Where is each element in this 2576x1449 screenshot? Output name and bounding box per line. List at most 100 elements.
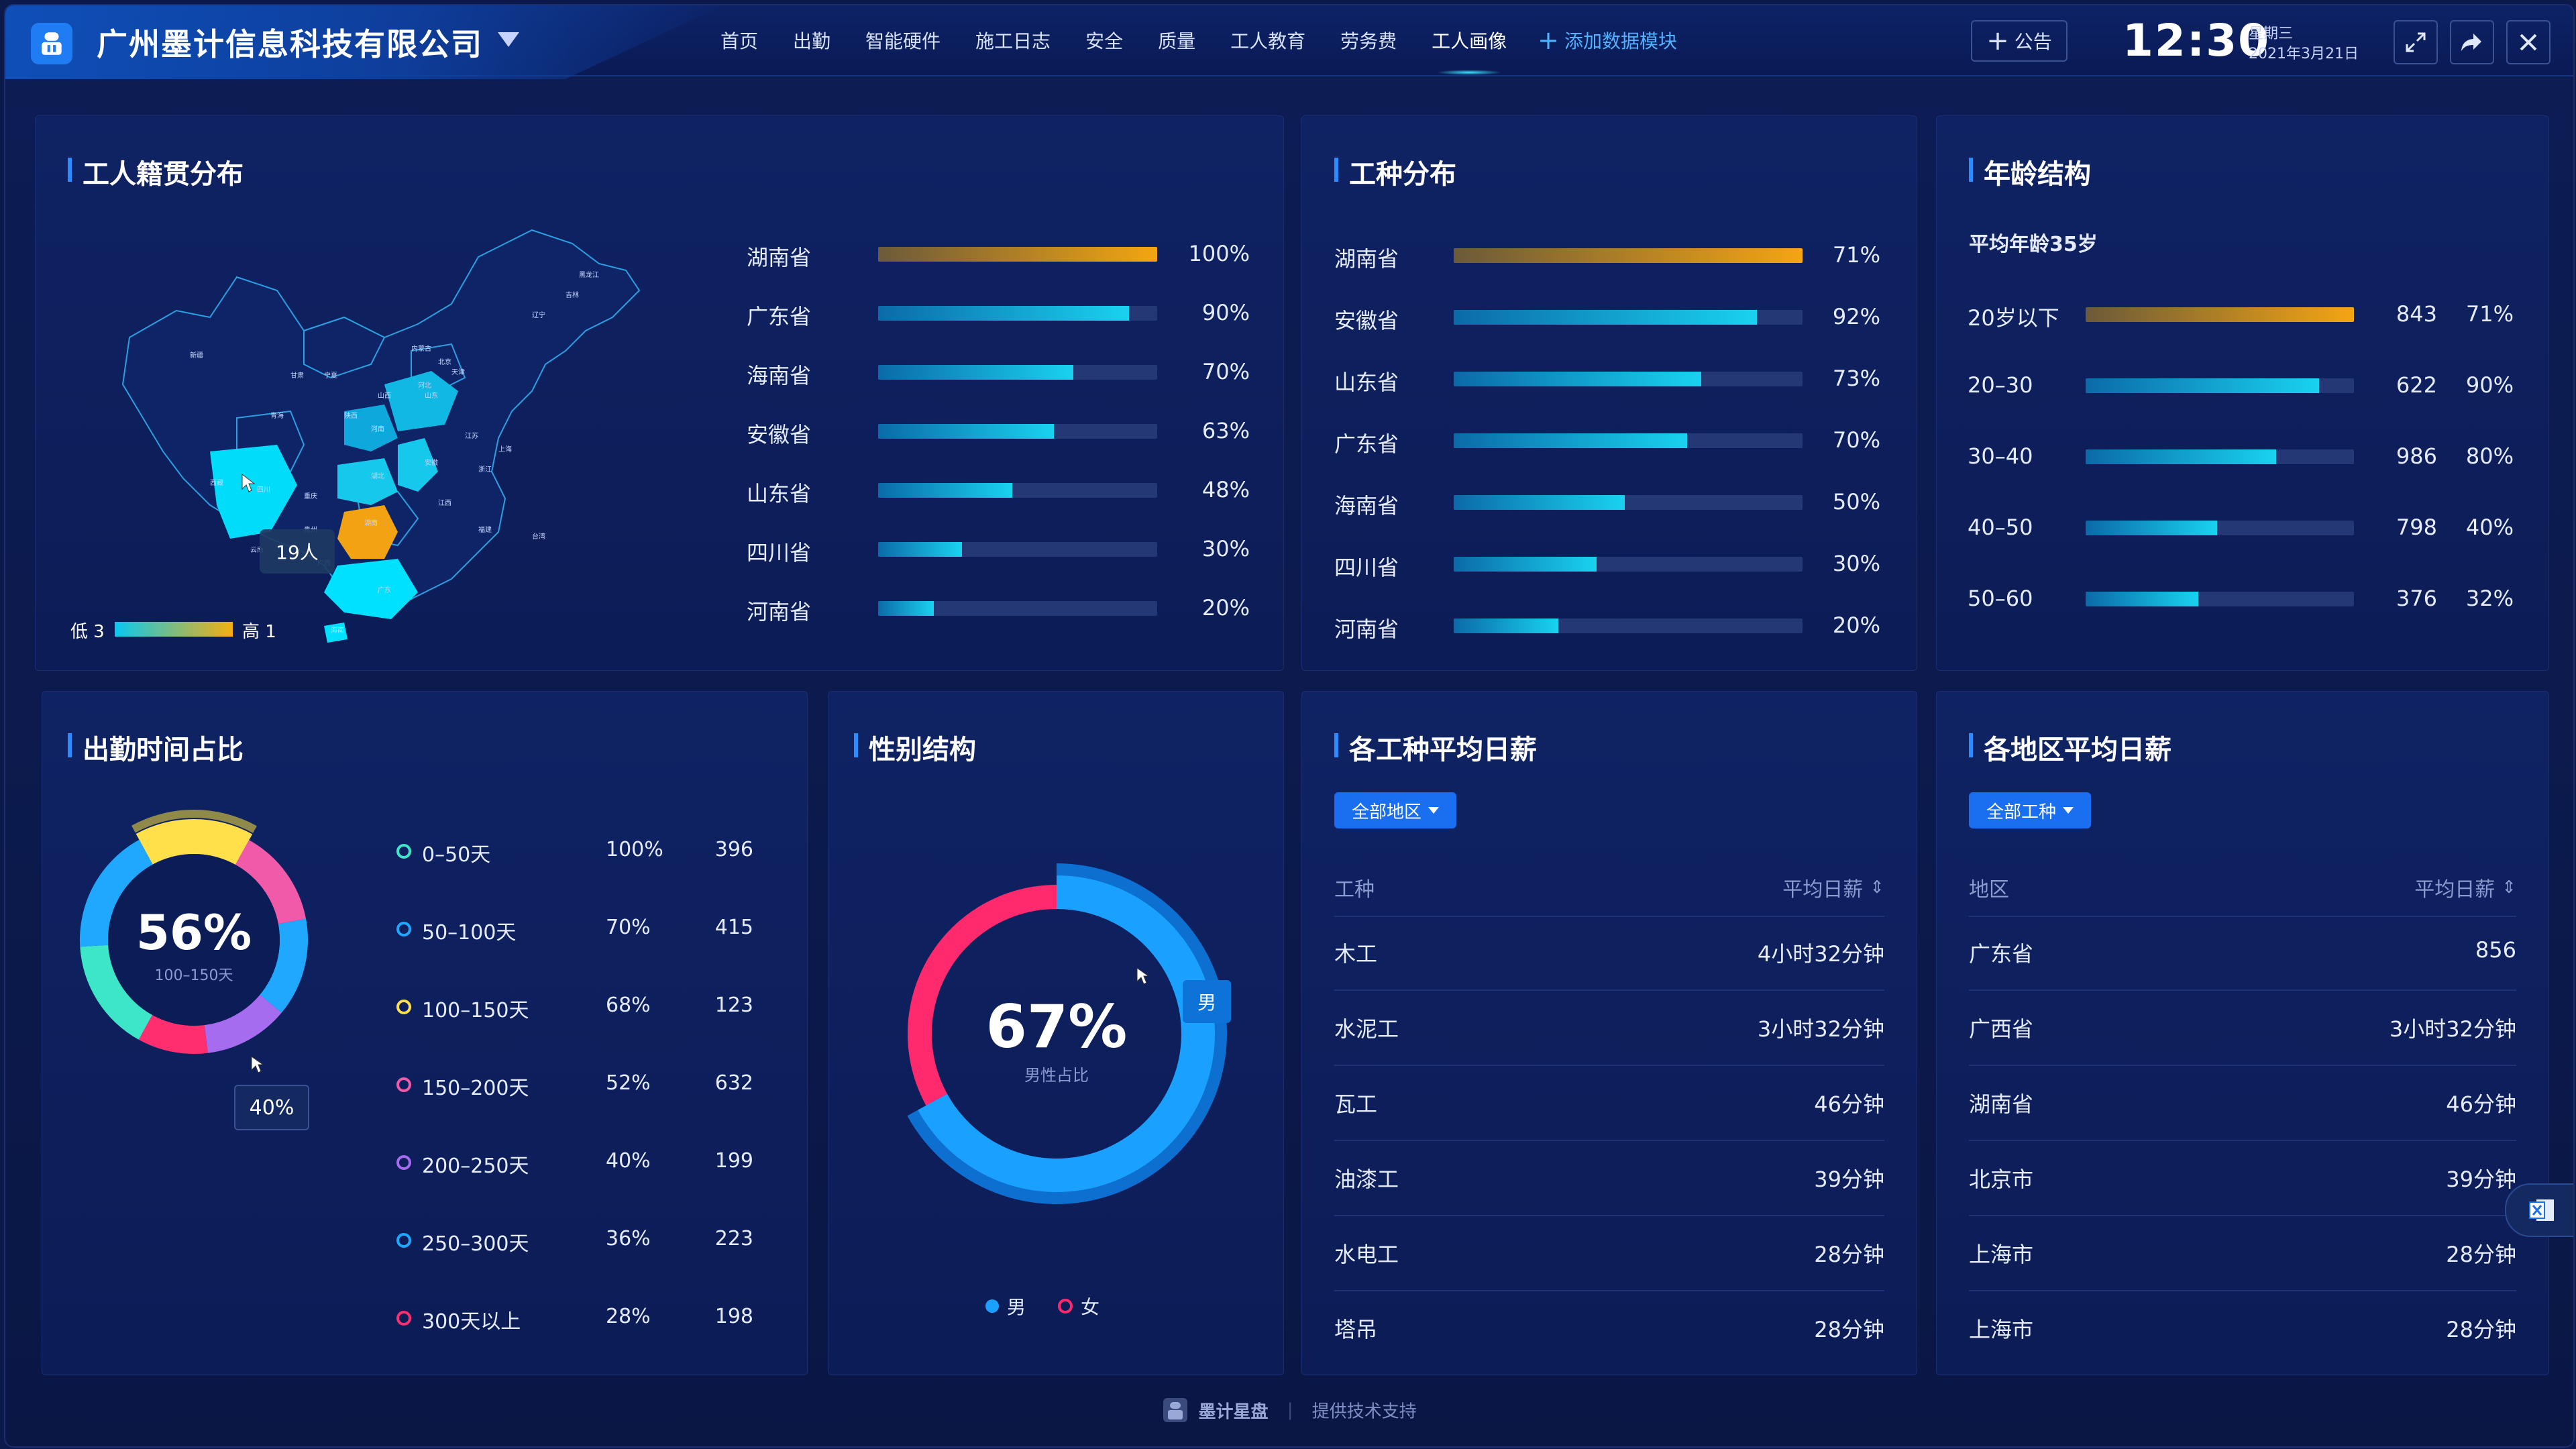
- gender-tooltip: 男: [1183, 980, 1231, 1023]
- attendance-percent: 68%: [606, 994, 651, 1017]
- trade-bar-track[interactable]: [1454, 248, 1803, 263]
- attendance-segment[interactable]: [235, 840, 307, 924]
- trade-label: 湖南省: [1334, 246, 1399, 272]
- trade-filter-dropdown[interactable]: 全部工种: [1969, 792, 2092, 828]
- attendance-percent: 28%: [606, 1305, 651, 1328]
- pointer-icon: [241, 473, 256, 492]
- legend-dot-icon: [985, 1299, 999, 1313]
- notice-button[interactable]: + 公告: [1971, 20, 2068, 62]
- map-region-anhui[interactable]: [398, 438, 438, 492]
- map-region-henan[interactable]: [344, 405, 398, 451]
- nav-item-0[interactable]: 首页: [720, 30, 759, 52]
- close-button[interactable]: [2506, 20, 2551, 64]
- map-region-hubei[interactable]: [337, 458, 398, 505]
- nav-item-3[interactable]: 施工日志: [975, 30, 1051, 52]
- origin-bar-track[interactable]: [878, 424, 1157, 439]
- map-region-sichuan[interactable]: [210, 445, 297, 539]
- trade-bar-track[interactable]: [1454, 557, 1803, 572]
- nav-item-7[interactable]: 劳务费: [1340, 30, 1397, 52]
- age-percent: 90%: [2465, 372, 2514, 398]
- age-bar-fill: [2086, 307, 2354, 322]
- trade-bar-track[interactable]: [1454, 372, 1803, 386]
- origin-percent: 30%: [1201, 536, 1250, 561]
- attendance-range: 250–300天: [422, 1232, 529, 1256]
- trade-bar-track[interactable]: [1454, 495, 1803, 510]
- region-wage-row-name: 北京市: [1969, 1167, 2034, 1192]
- attendance-donut[interactable]: 56% 100–150天: [69, 806, 337, 1074]
- region-wage-col-wage[interactable]: 平均日薪 ⇕: [2414, 873, 2516, 902]
- plus-icon: +: [1986, 25, 2009, 56]
- attendance-segment[interactable]: [204, 994, 282, 1053]
- attendance-segment[interactable]: [136, 819, 253, 865]
- attendance-segment[interactable]: [138, 1015, 208, 1054]
- table-divider: [1969, 989, 2516, 991]
- origin-bar-track[interactable]: [878, 601, 1157, 616]
- add-module-button[interactable]: + 添加数据模块: [1524, 27, 1690, 54]
- nav-item-2[interactable]: 智能硬件: [865, 30, 941, 52]
- age-percent: 71%: [2465, 301, 2514, 327]
- age-label: 20岁以下: [1968, 305, 2059, 331]
- trade-wage-row-name: 瓦工: [1334, 1091, 1378, 1117]
- nav-item-8[interactable]: 工人画像: [1414, 5, 1524, 75]
- trade-percent: 73%: [1832, 366, 1880, 391]
- gender-legend-item[interactable]: 男: [985, 1293, 1026, 1320]
- origin-bar-fill: [878, 306, 1130, 321]
- attendance-segment[interactable]: [80, 945, 153, 1040]
- map-label: 甘肃: [290, 371, 304, 380]
- age-bar-track[interactable]: [2086, 378, 2354, 393]
- share-icon: [2461, 34, 2481, 51]
- region-wage-row-value: 39分钟: [2446, 1167, 2516, 1192]
- table-divider: [1969, 1065, 2516, 1066]
- trade-bar-track[interactable]: [1454, 433, 1803, 448]
- region-wage-row-name: 广东省: [1969, 941, 2034, 967]
- fullscreen-button[interactable]: [2394, 20, 2438, 64]
- table-divider: [1334, 1215, 1884, 1216]
- origin-bar-track[interactable]: [878, 247, 1157, 262]
- gender-legend-item[interactable]: 女: [1058, 1293, 1099, 1320]
- map-region-shandong[interactable]: [384, 371, 458, 431]
- age-bar-track[interactable]: [2086, 592, 2354, 606]
- map-region-guangdong[interactable]: [324, 559, 418, 619]
- origin-bar-track[interactable]: [878, 483, 1157, 498]
- map-label: 山西: [378, 392, 391, 400]
- trade-title: 工种分布: [1334, 152, 1456, 191]
- nav-item-1[interactable]: 出勤: [793, 30, 831, 52]
- attendance-count: 123: [714, 994, 753, 1017]
- map-region-hainan[interactable]: [324, 623, 347, 643]
- origin-bar-track[interactable]: [878, 542, 1157, 557]
- age-bar-track[interactable]: [2086, 521, 2354, 535]
- map-label: 青海: [270, 411, 284, 420]
- legend-gradient: [115, 622, 233, 637]
- nav-item-5[interactable]: 质量: [1158, 30, 1196, 52]
- nav-item-6[interactable]: 工人教育: [1230, 30, 1306, 52]
- nav-item-4[interactable]: 安全: [1085, 30, 1124, 52]
- map-label: 天津: [451, 368, 465, 376]
- origin-bar-track[interactable]: [878, 306, 1157, 321]
- weekday: 星期三: [2249, 25, 2294, 42]
- legend-dot-icon: [396, 1311, 411, 1326]
- map-region-hunan[interactable]: [337, 505, 398, 559]
- share-button[interactable]: [2450, 20, 2494, 64]
- average-age: 平均年龄35岁: [1969, 233, 2098, 256]
- close-icon: [2520, 34, 2537, 51]
- trade-wage-col-wage[interactable]: 平均日薪 ⇕: [1782, 873, 1884, 902]
- attendance-segment[interactable]: [80, 839, 153, 947]
- export-excel-button[interactable]: [2505, 1183, 2573, 1237]
- company-dropdown-icon[interactable]: [498, 32, 519, 47]
- origin-bar-track[interactable]: [878, 365, 1157, 380]
- age-bar-track[interactable]: [2086, 307, 2354, 322]
- age-count: 622: [2396, 372, 2437, 398]
- legend-high-label: 高 1: [242, 622, 276, 642]
- trade-bar-track[interactable]: [1454, 310, 1803, 325]
- trade-bar-track[interactable]: [1454, 619, 1803, 633]
- company-name[interactable]: 广州墨计信息科技有限公司: [97, 26, 483, 62]
- gender-female-segment[interactable]: [908, 885, 1057, 1106]
- age-bar-track[interactable]: [2086, 449, 2354, 464]
- attendance-segment[interactable]: [260, 918, 309, 1013]
- region-filter-label: 全部地区: [1352, 802, 1422, 822]
- region-filter-dropdown[interactable]: 全部地区: [1334, 792, 1457, 828]
- attendance-count: 198: [714, 1305, 753, 1328]
- gender-donut[interactable]: 67% 男性占比: [875, 853, 1238, 1215]
- legend-dot-icon: [396, 1155, 411, 1170]
